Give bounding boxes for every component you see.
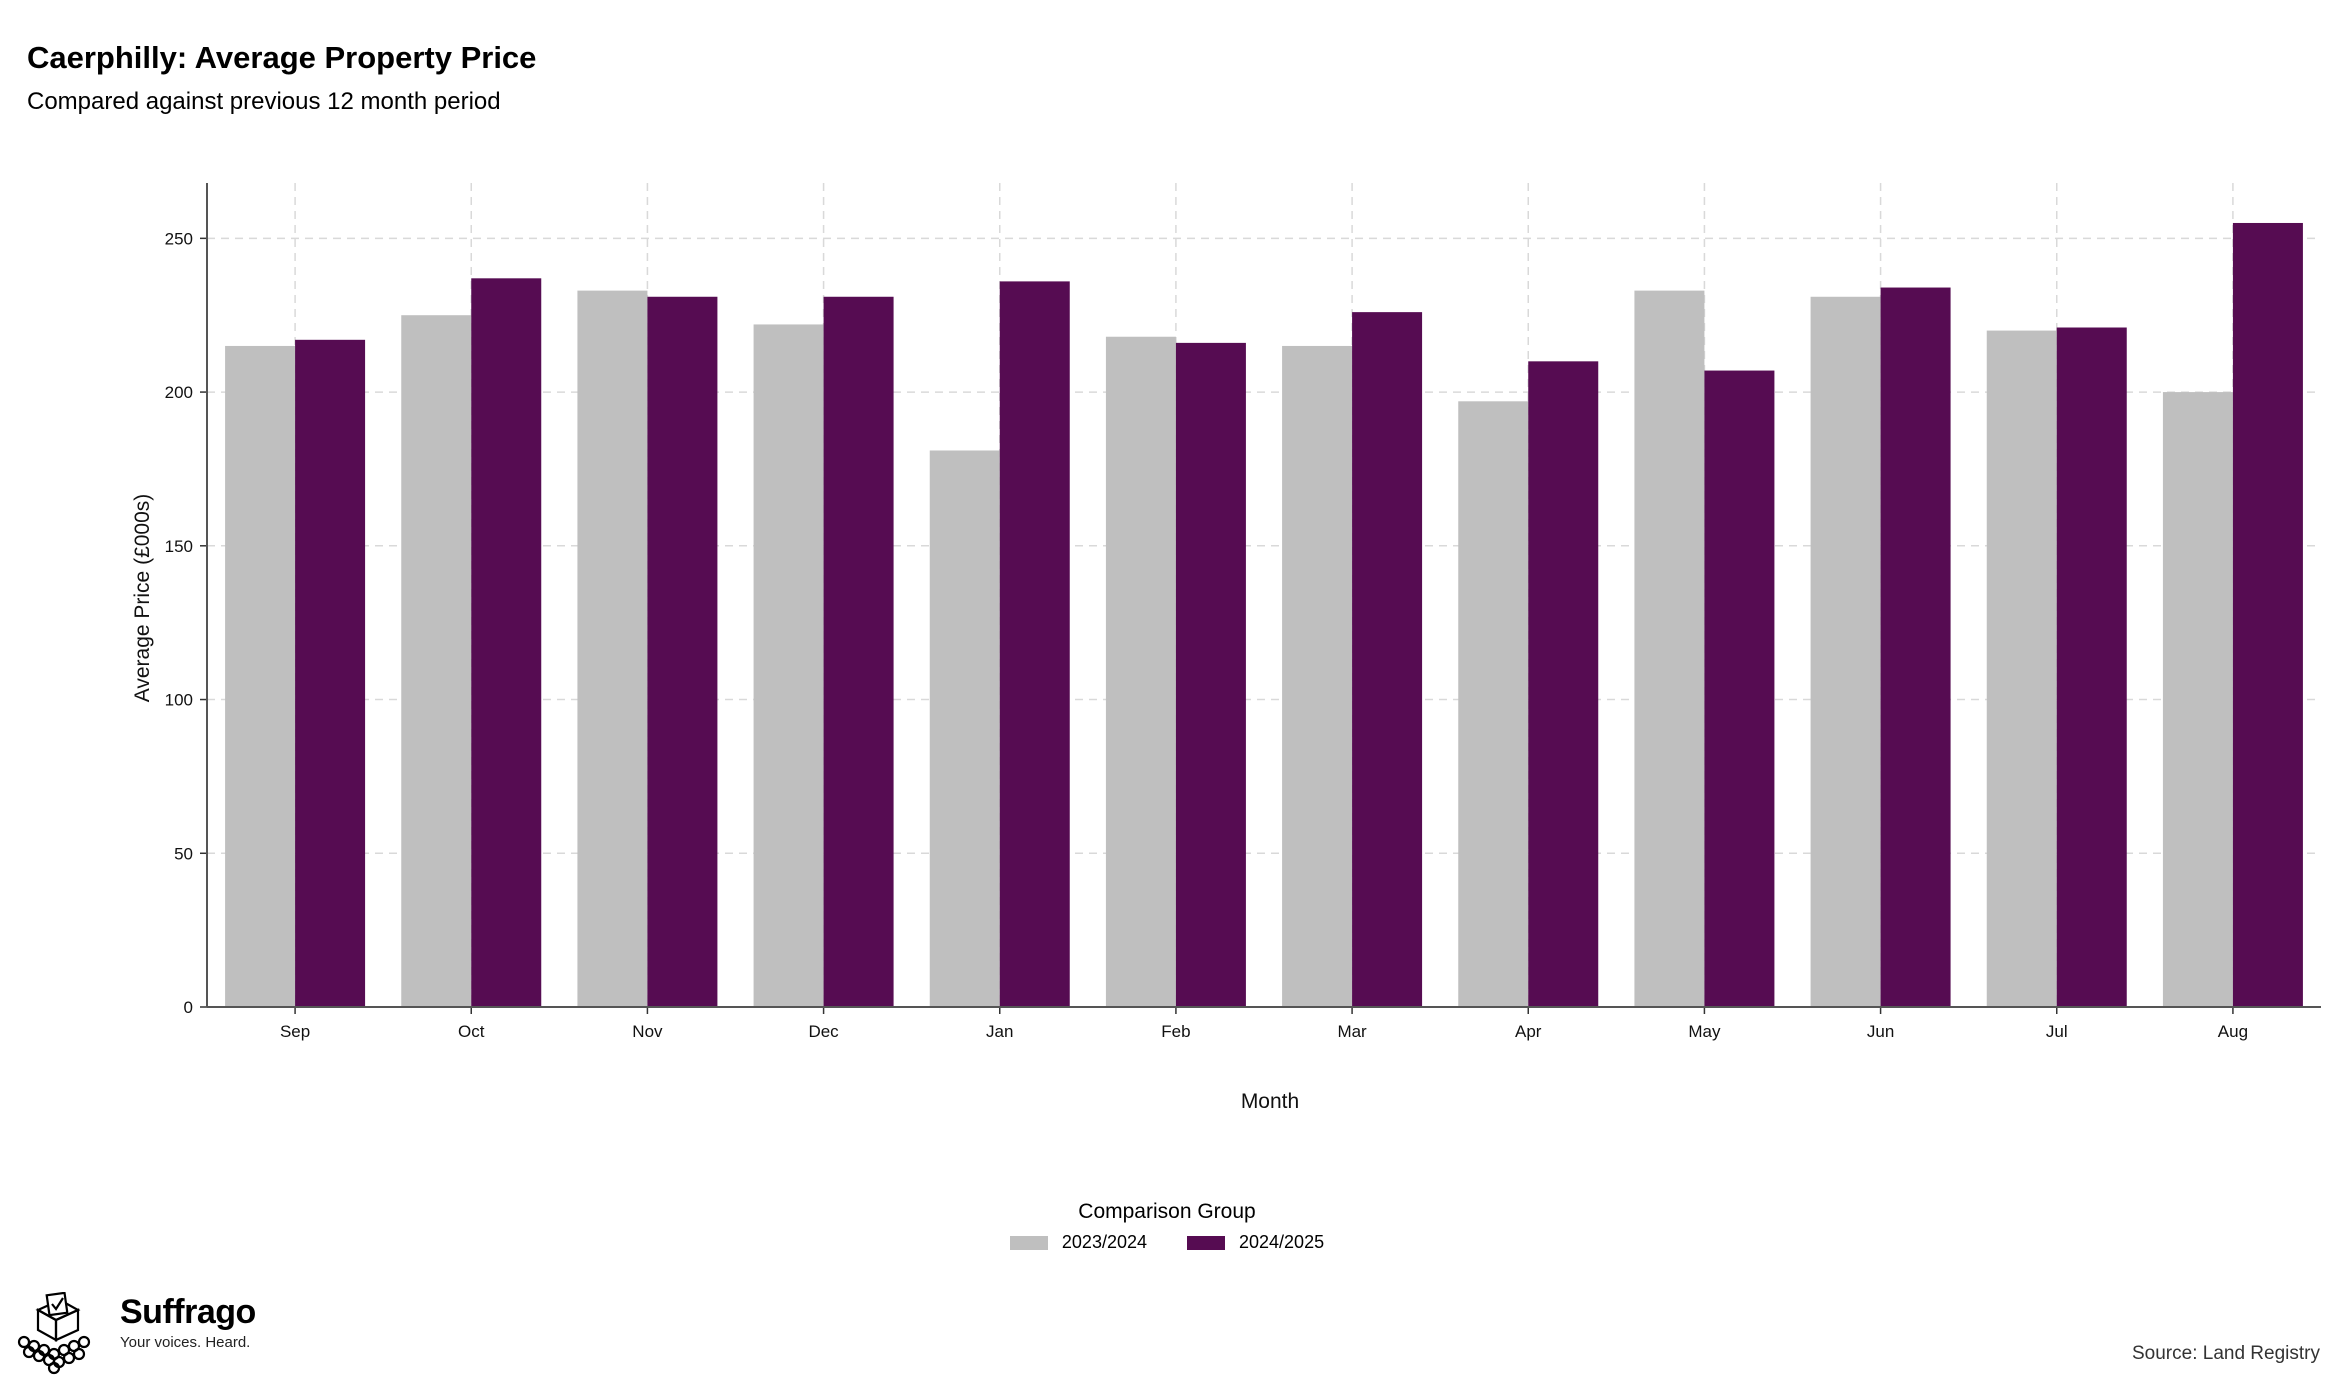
y-tick-label: 100 [165,691,193,710]
bars-layer [225,222,2303,1008]
chart-subtitle: Compared against previous 12 month perio… [27,88,501,115]
x-tick-label: Jun [1867,1022,1894,1041]
bar-2024-2025-sep [295,339,366,1007]
y-axis-title: Average Price (£000s) [131,494,154,703]
x-tick-label: Feb [1161,1022,1190,1041]
bar-2024-2025-jun [1880,287,1951,1007]
legend-swatch [1009,1235,1048,1250]
bar-2023-2024-jul [1986,330,2057,1007]
bar-2024-2025-oct [471,278,542,1007]
source-note: Source: Land Registry [2132,1343,2320,1364]
brand-name: Suffrago [120,1293,256,1331]
y-tick-label: 0 [184,998,193,1017]
bar-2024-2025-feb [1175,342,1246,1007]
legend-label: 2024/2025 [1239,1232,1325,1252]
x-tick-label: Oct [458,1022,485,1041]
x-tick-label: Apr [1515,1022,1542,1041]
legend-item-2023-2024: 2023/2024 [1009,1232,1147,1253]
axes-layer: 0 50 100 150 200 250 Sep Oct Nov Dec Jan Feb Mar Apr M… [165,183,2321,1041]
x-tick-label: Mar [1337,1022,1367,1041]
x-tick-label: Sep [280,1022,310,1041]
bar-2023-2024-nov [577,290,648,1007]
brand-text: Suffrago Your voices. Heard. [120,1292,256,1351]
x-tick-label: Jul [2046,1022,2068,1041]
bar-2024-2025-mar [1352,312,1423,1007]
x-tick-label: Nov [632,1022,663,1041]
legend: Comparison Group 2023/2024 2024/2025 [0,1200,2334,1255]
x-axis-title: Month [1241,1090,1299,1113]
legend-swatch [1187,1235,1225,1250]
bar-2024-2025-dec [823,296,894,1007]
bar-2024-2025-may [1704,370,1775,1007]
bar-2023-2024-aug [2162,392,2233,1008]
y-tick-label: 150 [165,537,193,556]
legend-label: 2023/2024 [1061,1232,1147,1252]
legend-title: Comparison Group [1078,1200,1256,1223]
bar-2024-2025-nov [647,296,718,1007]
bar-2023-2024-dec [753,324,824,1007]
bar-2023-2024-apr [1458,401,1529,1008]
x-tick-label: Jan [986,1022,1013,1041]
bar-2023-2024-jan [929,450,1000,1007]
x-tick-label: May [1688,1022,1721,1041]
bar-2023-2024-oct [401,315,472,1007]
bar-2023-2024-jun [1810,296,1881,1007]
y-tick-label: 250 [165,229,193,248]
chart-title: Caerphilly: Average Property Price [27,40,537,75]
x-tick-label: Dec [808,1022,839,1041]
bar-2023-2024-may [1634,290,1705,1007]
bar-2023-2024-mar [1282,345,1353,1008]
bar-2024-2025-jan [999,281,1070,1007]
bar-2023-2024-sep [225,345,296,1008]
bar-2023-2024-feb [1105,336,1176,1008]
bar-2024-2025-aug [2232,222,2303,1007]
y-tick-label: 50 [174,844,193,863]
brand-logo: Suffrago Your voices. Heard. [14,1292,256,1376]
ballot-box-icon [17,1292,91,1375]
brand-tagline: Your voices. Heard. [120,1334,251,1351]
bar-2024-2025-apr [1528,361,1599,1007]
x-tick-label: Aug [2218,1022,2248,1041]
legend-items: 2023/2024 2024/2025 [1009,1232,1324,1253]
legend-item-2024-2025: 2024/2025 [1187,1232,1324,1253]
y-tick-label: 200 [165,383,193,402]
bar-2024-2025-jul [2056,327,2127,1008]
